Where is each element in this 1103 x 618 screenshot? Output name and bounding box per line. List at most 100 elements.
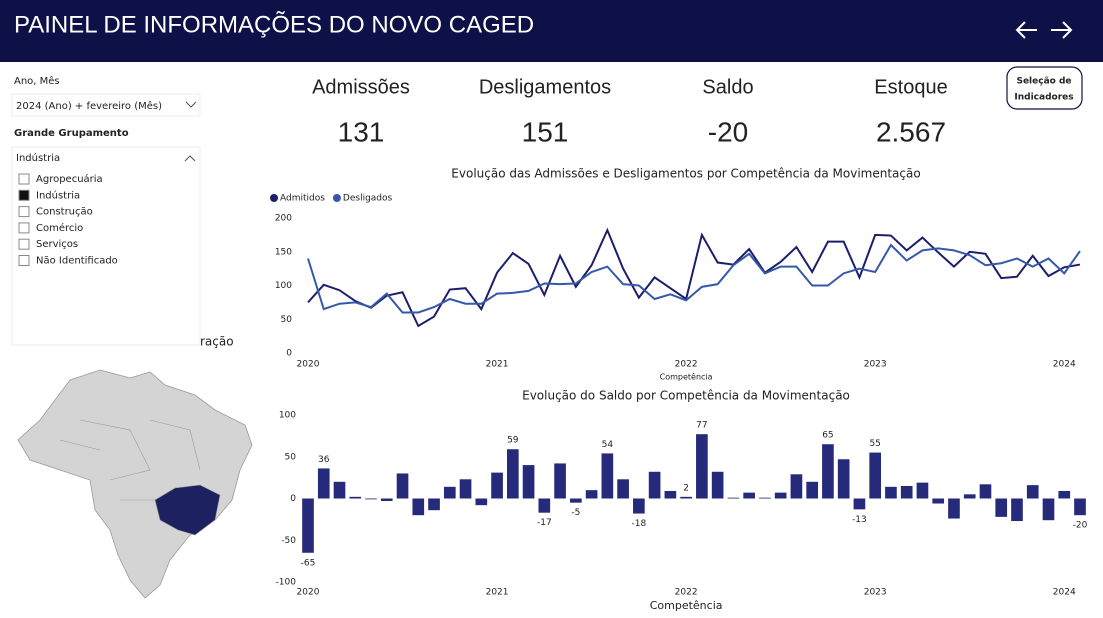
- data-label: -20: [1073, 521, 1088, 531]
- data-label: 54: [602, 440, 614, 450]
- data-label: 77: [696, 421, 707, 431]
- bar: [333, 481, 346, 499]
- checkbox-label: Agropecuária: [36, 173, 103, 185]
- dropdown-chevron[interactable]: [184, 155, 196, 162]
- x-tick-label: 2022: [675, 588, 698, 598]
- filter-label: Grande Grupamento: [14, 128, 129, 139]
- button-text: Indicadores: [1014, 93, 1073, 103]
- bar: [916, 482, 929, 499]
- bar: [727, 497, 740, 499]
- filter-label: Ano, Mês: [14, 75, 60, 87]
- bar: [491, 472, 503, 499]
- bar: [1058, 490, 1071, 499]
- bar: [979, 484, 992, 499]
- bar: [380, 498, 393, 502]
- legend-marker: [270, 194, 278, 202]
- bar: [538, 498, 551, 513]
- legend-label: Admitidos: [280, 194, 325, 204]
- data-label: -17: [537, 518, 552, 528]
- checkbox[interactable]: [18, 222, 30, 234]
- map-selected-state[interactable]: [154, 484, 221, 536]
- x-tick-label: 2024: [1053, 360, 1076, 370]
- y-tick-label: 50: [281, 315, 293, 325]
- map-title: ração: [200, 335, 234, 349]
- bar: [1074, 498, 1086, 516]
- checkbox-label: Construção: [36, 207, 93, 218]
- bar: [648, 471, 661, 499]
- kpi-label: Desligamentos: [479, 76, 611, 98]
- header-bar: [0, 0, 1103, 62]
- y-tick-label: 150: [275, 247, 292, 257]
- bar: [554, 463, 566, 499]
- bar: [932, 498, 945, 504]
- checkbox-label: Não Identificado: [36, 256, 118, 267]
- kpi-value: 131: [338, 116, 385, 147]
- checkbox[interactable]: [18, 206, 30, 218]
- data-label: -18: [632, 519, 647, 529]
- dropdown-value: Indústria: [16, 152, 60, 164]
- bar: [869, 452, 882, 499]
- bar: [853, 498, 866, 510]
- data-label: -13: [852, 515, 867, 525]
- forward-arrow[interactable]: [1051, 21, 1073, 39]
- data-label: 65: [822, 431, 833, 441]
- data-label: -5: [571, 508, 580, 518]
- bar: [711, 471, 724, 499]
- checkbox[interactable]: [18, 189, 30, 201]
- kpi-label: Admissões: [312, 76, 410, 98]
- button-text: Seleção de: [1016, 77, 1071, 87]
- bar: [443, 486, 456, 499]
- checkbox[interactable]: [18, 173, 30, 185]
- bar: [396, 473, 409, 499]
- data-label: 59: [507, 436, 519, 446]
- x-tick-label: 2023: [864, 360, 887, 370]
- bar: [317, 468, 330, 499]
- legend-label: Desligados: [343, 194, 393, 204]
- back-arrow[interactable]: [1015, 21, 1037, 39]
- map-borders: [59, 419, 201, 501]
- bar: [1042, 498, 1055, 521]
- checkbox-label: Comércio: [36, 222, 83, 234]
- x-axis-label: Competência: [650, 599, 723, 612]
- x-tick-label: 2020: [297, 588, 320, 598]
- map-country: [17, 369, 253, 599]
- bar: [475, 498, 488, 506]
- bar: [585, 490, 598, 499]
- indicator-button[interactable]: [1006, 66, 1083, 110]
- bar: [837, 459, 850, 499]
- checkbox[interactable]: [18, 238, 30, 250]
- kpi-label: Saldo: [702, 76, 753, 98]
- bar: [790, 474, 803, 499]
- data-line: [307, 243, 1081, 314]
- y-tick-label: 0: [290, 494, 296, 504]
- bar: [743, 492, 755, 499]
- bar: [900, 485, 913, 499]
- bar: [459, 479, 472, 499]
- kpi-label: Estoque: [874, 76, 947, 98]
- bar: [995, 498, 1008, 517]
- checkbox[interactable]: [18, 255, 30, 266]
- legend-marker: [332, 194, 341, 202]
- y-tick-label: 100: [275, 281, 292, 291]
- bar: [759, 497, 771, 499]
- x-tick-label: 2024: [1053, 588, 1076, 598]
- bar: [633, 498, 645, 514]
- kpi-value: 151: [522, 116, 569, 147]
- bar: [365, 498, 377, 500]
- group-list: [11, 146, 201, 346]
- period-dropdown[interactable]: [11, 93, 201, 117]
- y-tick-label: -100: [276, 578, 297, 588]
- bar: [617, 479, 629, 499]
- y-tick-label: -50: [281, 536, 296, 546]
- bar: [696, 434, 708, 499]
- bar: [963, 494, 976, 499]
- bar: [822, 444, 834, 499]
- kpi-value: 2.567: [876, 116, 946, 147]
- kpi-value: -20: [708, 116, 748, 147]
- x-tick-label: 2020: [297, 360, 320, 370]
- dropdown-value: 2024 (Ano) + fevereiro (Mês): [16, 100, 162, 112]
- dropdown-chevron: [185, 101, 197, 108]
- y-tick-label: 200: [275, 214, 292, 224]
- bar: [1011, 498, 1023, 522]
